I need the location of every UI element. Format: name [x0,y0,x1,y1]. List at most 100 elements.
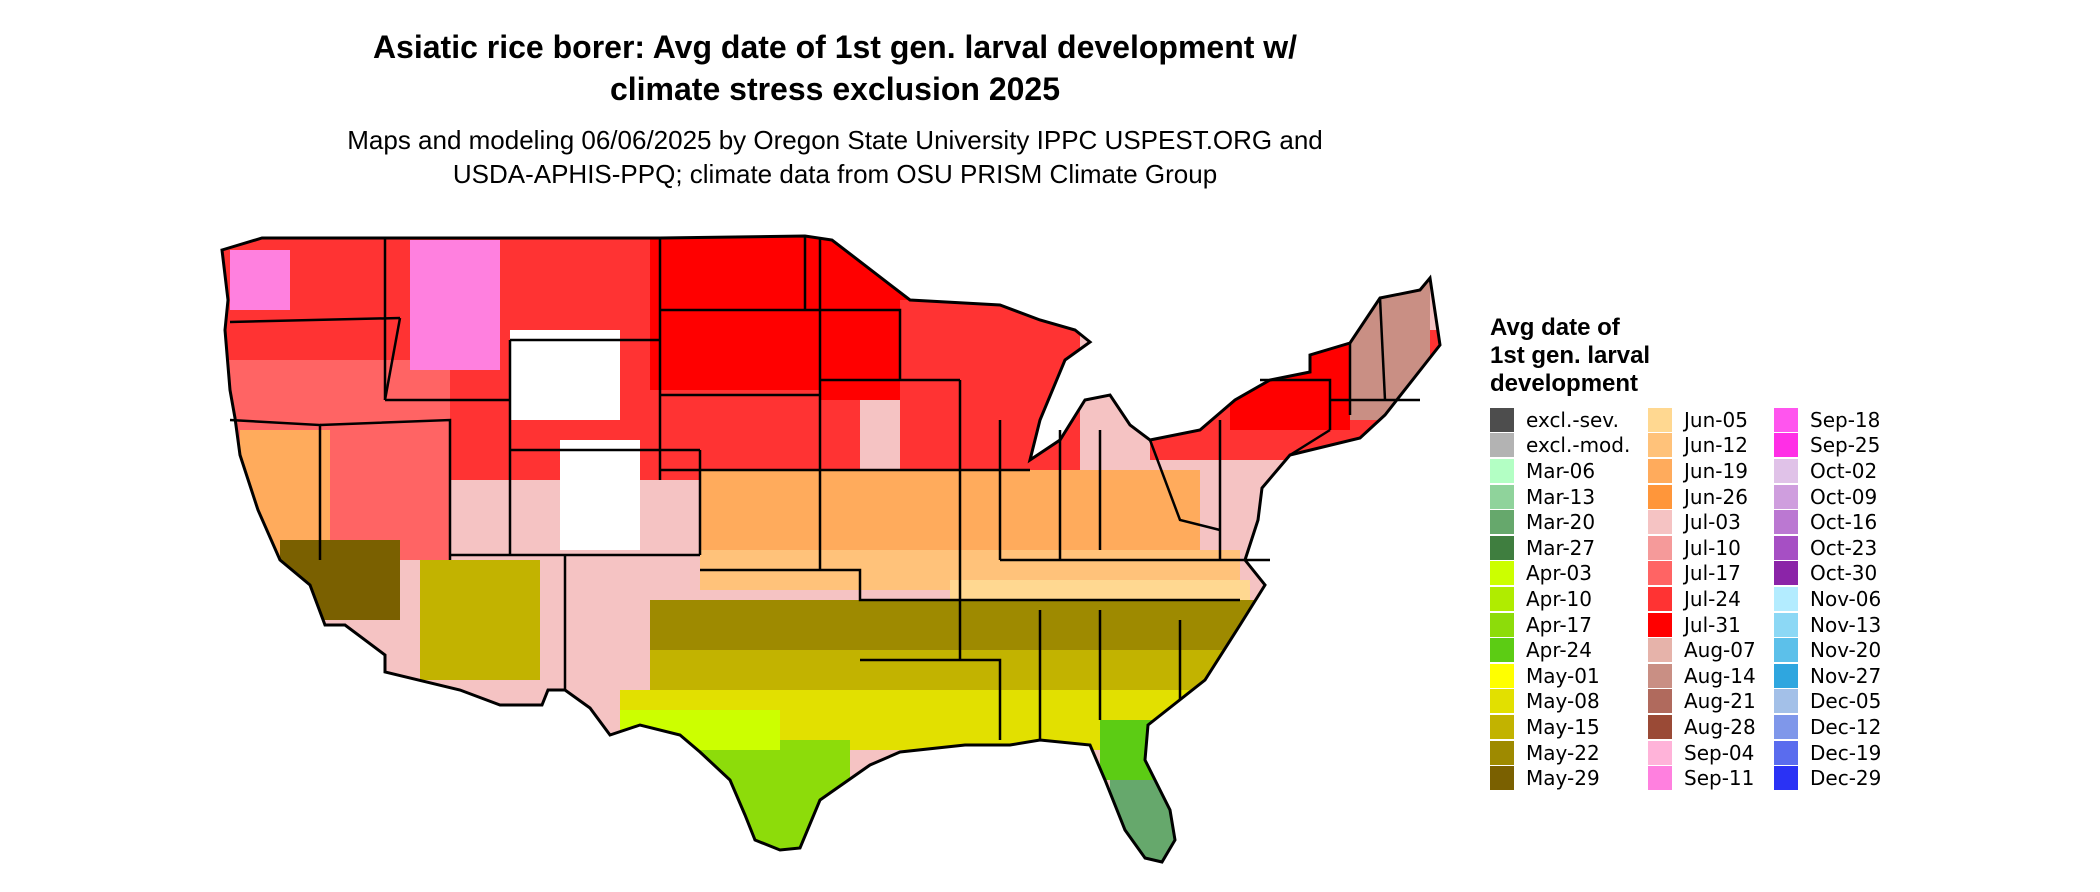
legend-swatch [1490,766,1514,791]
legend-item: Mar-27 [1490,535,1630,561]
legend-label: Oct-23 [1810,535,1878,560]
legend-swatch [1648,510,1672,535]
legend-label: Sep-11 [1684,766,1755,791]
legend-label: Sep-18 [1810,407,1881,432]
legend-label: Jul-03 [1684,510,1741,535]
legend-label: May-15 [1526,714,1600,739]
legend-swatch [1648,433,1672,458]
legend-item: excl.-mod. [1490,433,1630,459]
legend-swatch [1648,407,1672,432]
legend-label: May-08 [1526,689,1600,714]
legend-item: Jun-12 [1648,433,1756,459]
legend-label: Apr-24 [1526,638,1592,663]
legend-item: Jul-03 [1648,509,1756,535]
legend-label: Jul-17 [1684,561,1741,586]
legend-swatch [1774,689,1798,714]
legend-label: Dec-05 [1810,689,1882,714]
legend-swatch [1490,663,1514,688]
legend-swatch [1648,740,1672,765]
subtitle-line-1: Maps and modeling 06/06/2025 by Oregon S… [347,125,1323,155]
legend-label: Mar-27 [1526,535,1596,560]
legend-label: May-22 [1526,740,1600,765]
legend-item: Sep-18 [1774,407,1881,433]
legend-swatch [1490,612,1514,637]
legend-item: excl.-sev. [1490,407,1630,433]
legend-item: Aug-07 [1648,637,1756,663]
legend-item: Jul-10 [1648,535,1756,561]
legend-label: Dec-12 [1810,714,1882,739]
legend-item: Apr-17 [1490,612,1630,638]
legend-label: Sep-25 [1810,433,1881,458]
legend-swatch [1648,535,1672,560]
legend-label: Jun-26 [1684,484,1748,509]
legend-swatch [1774,458,1798,483]
legend-item: Jun-19 [1648,458,1756,484]
legend-item: Nov-13 [1774,612,1881,638]
legend-swatch [1774,484,1798,509]
legend-label: Oct-16 [1810,510,1878,535]
legend-swatch [1490,586,1514,611]
legend-swatch [1490,689,1514,714]
legend-title: Avg date of 1st gen. larval development [1490,314,1750,398]
legend-item: Oct-02 [1774,458,1881,484]
legend-item: May-08 [1490,689,1630,715]
legend-item: Nov-20 [1774,637,1881,663]
legend-swatch [1774,433,1798,458]
legend-swatch [1490,510,1514,535]
legend-label: Dec-19 [1810,740,1882,765]
legend-swatch [1774,586,1798,611]
legend-item: Mar-13 [1490,484,1630,510]
legend-swatch [1648,689,1672,714]
legend-label: Apr-17 [1526,612,1592,637]
legend-item: Jul-24 [1648,586,1756,612]
legend-label: Jul-10 [1684,535,1741,560]
legend-swatch [1490,484,1514,509]
legend-label: excl.-mod. [1526,433,1631,458]
legend-item: Sep-11 [1648,765,1756,791]
legend-label: Aug-21 [1684,689,1756,714]
legend-swatch [1490,561,1514,586]
legend-item: Dec-19 [1774,740,1881,766]
legend-label: May-01 [1526,663,1600,688]
legend-item: Aug-14 [1648,663,1756,689]
legend-swatch [1648,766,1672,791]
legend-label: Oct-30 [1810,561,1878,586]
legend-item: Oct-23 [1774,535,1881,561]
legend-label: Jun-05 [1684,407,1748,432]
legend-swatch [1648,561,1672,586]
legend-item: May-15 [1490,714,1630,740]
legend-swatch [1648,458,1672,483]
country-outline [220,234,1442,864]
legend-label: Oct-02 [1810,458,1878,483]
legend-item: May-29 [1490,765,1630,791]
legend-item: May-22 [1490,740,1630,766]
legend-swatch [1774,535,1798,560]
legend-swatch [1648,663,1672,688]
legend-swatch [1490,535,1514,560]
legend-item: Dec-05 [1774,689,1881,715]
legend-title-line-1: Avg date of [1490,314,1620,341]
legend-swatch [1774,663,1798,688]
legend-title-line-2: 1st gen. larval [1490,342,1651,369]
map-color-regions [222,236,1440,862]
legend-swatch [1490,458,1514,483]
legend-item: Mar-06 [1490,458,1630,484]
legend-swatch [1648,714,1672,739]
title-line-2: climate stress exclusion 2025 [609,71,1061,107]
legend-label: Aug-28 [1684,714,1756,739]
legend-label: Jul-24 [1684,586,1741,611]
legend-swatch [1648,586,1672,611]
legend-item: Jul-17 [1648,561,1756,587]
legend-label: Jun-19 [1684,458,1748,483]
map-subtitle: Maps and modeling 06/06/2025 by Oregon S… [250,123,1420,191]
legend-item: Aug-21 [1648,689,1756,715]
legend-label: Nov-20 [1810,638,1882,663]
legend-item: Apr-10 [1490,586,1630,612]
legend-item: Jun-05 [1648,407,1756,433]
legend-item: Nov-06 [1774,586,1881,612]
legend-item: Dec-12 [1774,714,1881,740]
legend-item: Apr-24 [1490,637,1630,663]
legend-swatch [1774,740,1798,765]
map-title: Asiatic rice borer: Avg date of 1st gen.… [250,26,1420,110]
legend-swatch [1774,714,1798,739]
